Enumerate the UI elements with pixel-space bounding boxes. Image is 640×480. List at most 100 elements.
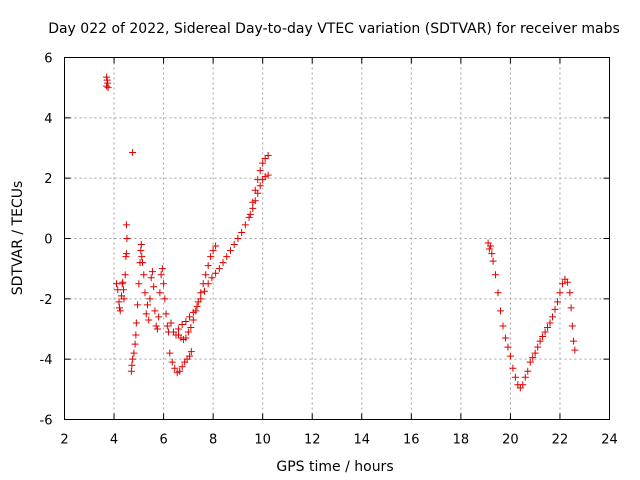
data-point (519, 381, 527, 389)
data-point (251, 186, 259, 194)
data-point (129, 149, 137, 157)
data-point (153, 325, 161, 333)
data-point (161, 295, 169, 303)
data-point (245, 213, 253, 221)
data-point (162, 310, 170, 318)
data-point (549, 313, 557, 321)
data-point (145, 316, 153, 324)
data-point (189, 308, 197, 316)
data-point (264, 171, 272, 179)
data-point (152, 322, 160, 330)
data-point (186, 352, 194, 360)
data-point (256, 167, 264, 175)
x-tick-label: 14 (353, 433, 370, 448)
data-point (256, 182, 264, 190)
data-point (142, 310, 150, 318)
data-point (121, 271, 129, 279)
data-point (155, 313, 163, 321)
data-point (138, 253, 146, 261)
data-point (178, 363, 186, 371)
data-point (132, 331, 140, 339)
data-point (207, 253, 215, 261)
data-point (157, 271, 165, 279)
data-point (568, 322, 576, 330)
data-point (132, 319, 140, 327)
data-point (166, 349, 174, 357)
data-point (264, 152, 272, 160)
data-point (160, 280, 168, 288)
data-point (127, 367, 135, 375)
x-tick-label: 10 (254, 433, 271, 448)
data-point (488, 250, 496, 258)
data-point (553, 298, 561, 306)
data-point (531, 349, 539, 357)
data-point (563, 278, 571, 286)
x-tick-label: 22 (552, 433, 569, 448)
data-point (230, 241, 238, 249)
data-point (204, 280, 212, 288)
data-point (541, 328, 549, 336)
data-point (570, 337, 578, 345)
x-tick-labels: 2 4 6 8 10 12 14 16 18 20 22 24 (60, 433, 617, 448)
data-point (104, 84, 112, 92)
data-point (241, 221, 249, 229)
data-point (151, 307, 159, 315)
data-point (163, 322, 171, 330)
y-tick-label: 0 (44, 233, 52, 248)
data-point (178, 320, 186, 328)
data-point (187, 323, 195, 331)
data-point (556, 289, 564, 297)
x-tick-label: 16 (403, 433, 420, 448)
data-point (529, 354, 537, 362)
data-point (212, 242, 220, 250)
y-tick-labels: -6 -4 -2 0 2 4 6 (40, 52, 53, 429)
x-tick-label: 18 (453, 433, 470, 448)
data-point (526, 358, 534, 366)
data-point (544, 323, 552, 331)
data-point (534, 343, 542, 351)
data-point (146, 295, 154, 303)
plot-frame (64, 57, 610, 420)
data-point (186, 313, 194, 321)
data-point (226, 247, 234, 255)
data-point (176, 367, 184, 375)
data-point (182, 334, 190, 342)
x-axis-label: GPS time / hours (276, 459, 393, 475)
data-point (501, 334, 509, 342)
data-point (131, 340, 139, 348)
data-point (115, 298, 123, 306)
data-point (120, 295, 128, 303)
data-points (103, 73, 579, 392)
data-point (521, 373, 529, 381)
data-point (200, 287, 208, 295)
data-point (208, 274, 216, 282)
data-point (259, 159, 267, 167)
data-point (134, 301, 142, 309)
data-point (119, 278, 127, 286)
grid-lines (64, 57, 610, 420)
data-point (566, 289, 574, 297)
data-point (209, 247, 217, 255)
data-point (103, 82, 111, 90)
chart-title: Day 022 of 2022, Sidereal Day-to-day VTE… (48, 21, 620, 37)
data-point (122, 250, 130, 258)
data-point (128, 361, 136, 369)
data-point (204, 262, 212, 270)
data-point (202, 271, 210, 279)
data-point (485, 245, 493, 253)
data-point (140, 271, 148, 279)
data-point (571, 346, 579, 354)
data-point (147, 274, 155, 282)
data-point (141, 289, 149, 297)
data-point (499, 322, 507, 330)
data-point (193, 302, 201, 310)
data-point (249, 198, 257, 206)
data-point (558, 280, 566, 288)
data-point (123, 235, 131, 242)
data-point (184, 328, 192, 336)
data-point (238, 228, 246, 236)
x-tick-label: 6 (159, 433, 167, 448)
data-point (182, 317, 190, 325)
data-point (219, 259, 227, 267)
data-point (234, 235, 242, 242)
